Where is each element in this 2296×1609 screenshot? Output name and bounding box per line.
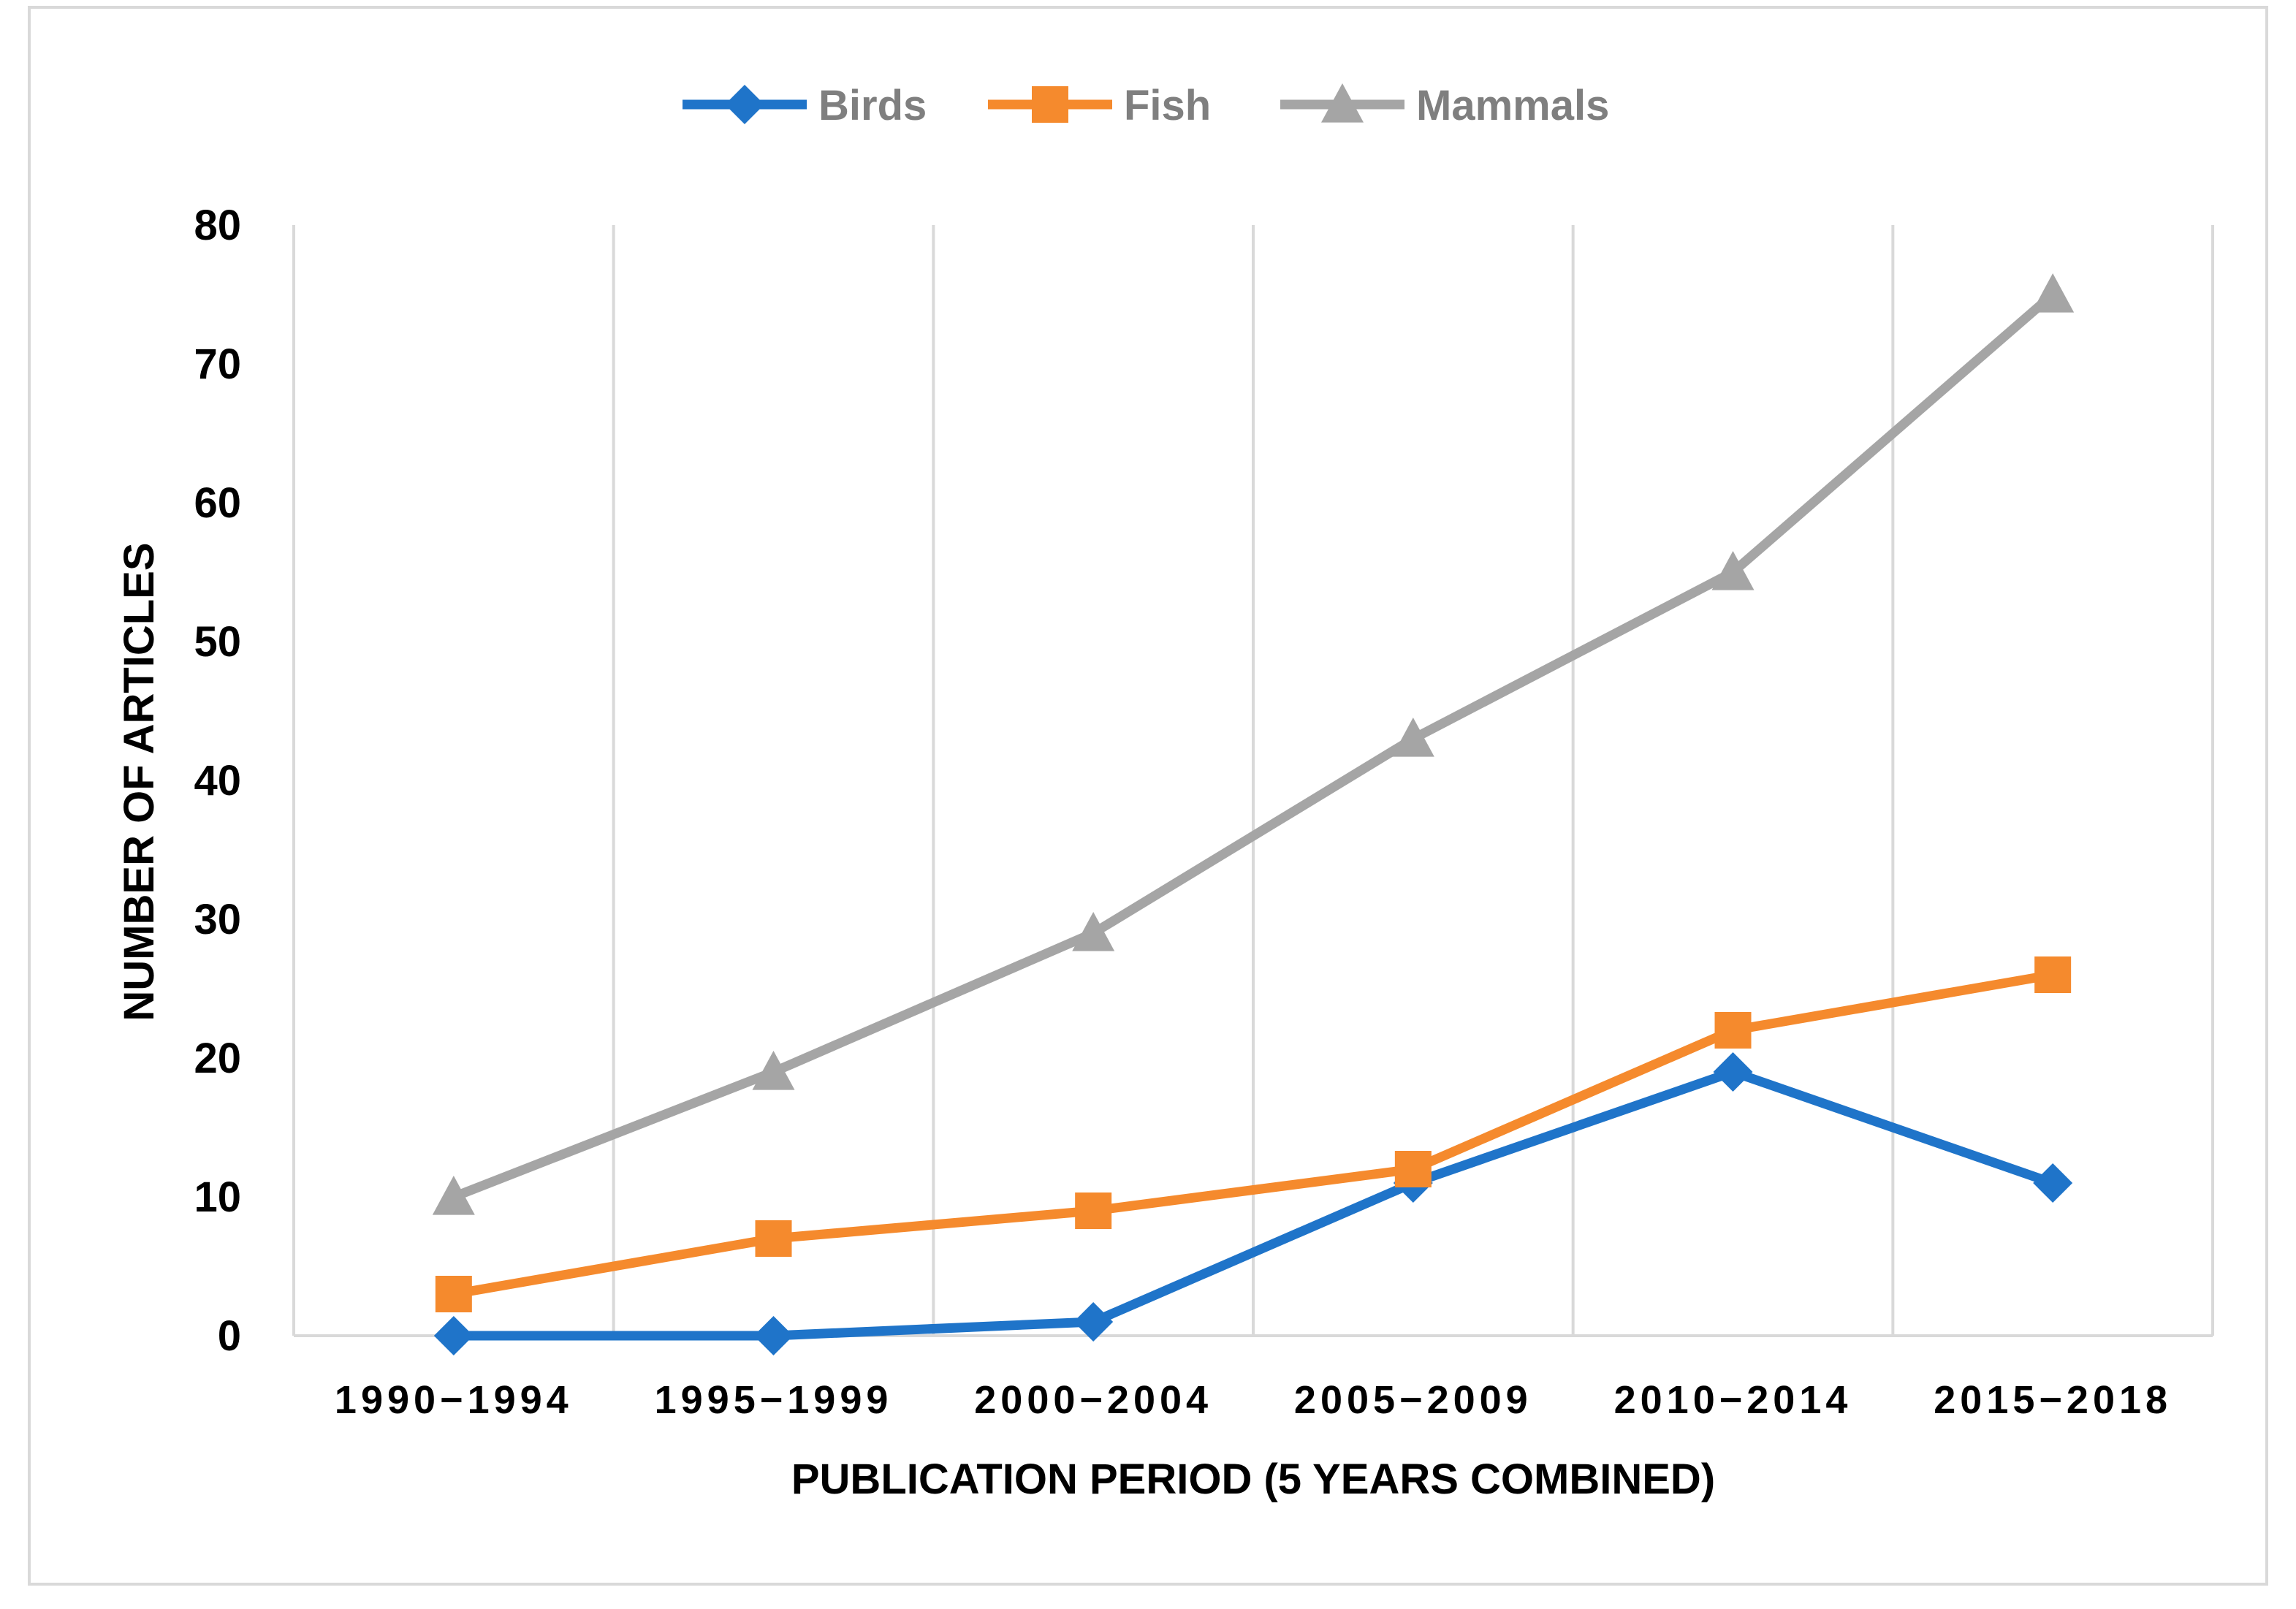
legend-item-fish: Fish xyxy=(988,82,1211,129)
x-tick-label: 2000−2004 xyxy=(974,1378,1212,1422)
chart-frame xyxy=(28,6,2268,1586)
series-line-birds xyxy=(449,1067,2058,1341)
data-point-fish xyxy=(435,1276,472,1312)
legend: Birds Fish Mammals xyxy=(683,82,1609,129)
y-tick-label: 0 xyxy=(218,1312,241,1360)
data-point-mammals xyxy=(1072,912,1115,951)
data-point-mammals xyxy=(1711,551,1755,590)
data-point-mammals xyxy=(432,1176,475,1215)
series-line-mammals xyxy=(449,289,2058,1202)
data-point-fish xyxy=(755,1220,792,1257)
x-tick-label: 2005−2009 xyxy=(1294,1378,1532,1422)
y-axis-title: NUMBER OF ARTICLES xyxy=(115,542,163,1021)
data-point-birds xyxy=(2033,1163,2073,1203)
legend-marker-mammals xyxy=(1321,83,1364,123)
series-birds xyxy=(433,1052,2073,1355)
legend-label-fish: Fish xyxy=(1124,82,1211,129)
axis-layer: 0 10 20 30 40 50 60 70 80 1990−1994 1995−1999 2000−… xyxy=(194,202,2213,1422)
data-point-fish xyxy=(1394,1151,1432,1187)
legend-label-mammals: Mammals xyxy=(1416,82,1609,129)
y-tick-label: 70 xyxy=(194,341,241,388)
x-tick-label: 1995−1999 xyxy=(655,1378,893,1422)
data-point-birds xyxy=(433,1316,474,1355)
legend-label-birds: Birds xyxy=(818,82,927,129)
legend-marker-fish xyxy=(1032,86,1068,123)
data-point-mammals xyxy=(2031,273,2075,313)
y-tick-label: 80 xyxy=(194,202,241,249)
y-tick-label: 50 xyxy=(194,618,241,666)
x-tick-label: 2015−2018 xyxy=(1934,1378,2172,1422)
y-tick-label: 60 xyxy=(194,479,241,527)
data-point-fish xyxy=(1075,1193,1112,1229)
series-mammals xyxy=(432,273,2075,1215)
grid-layer xyxy=(292,225,2214,1336)
y-tick-label: 30 xyxy=(194,896,241,943)
x-tick-label: 1990−1994 xyxy=(335,1378,573,1422)
legend-marker-birds xyxy=(725,85,764,124)
series-layer xyxy=(432,273,2075,1355)
data-point-fish xyxy=(1714,1012,1752,1049)
y-tick-label: 10 xyxy=(194,1174,241,1221)
y-tick-label: 40 xyxy=(194,757,241,804)
data-point-mammals xyxy=(1391,718,1434,757)
series-fish xyxy=(435,956,2072,1312)
legend-item-birds: Birds xyxy=(683,82,927,129)
x-tick-label: 2010−2014 xyxy=(1614,1378,1852,1422)
data-point-birds xyxy=(1713,1052,1753,1092)
data-point-birds xyxy=(1073,1302,1114,1342)
series-line-fish xyxy=(449,970,2058,1299)
y-tick-label: 20 xyxy=(194,1035,241,1082)
legend-item-mammals: Mammals xyxy=(1280,82,1609,129)
data-point-mammals xyxy=(752,1051,795,1090)
data-point-birds xyxy=(753,1316,794,1355)
x-axis-title: PUBLICATION PERIOD (5 YEARS COMBINED) xyxy=(791,1456,1715,1503)
data-point-fish xyxy=(2034,956,2072,993)
